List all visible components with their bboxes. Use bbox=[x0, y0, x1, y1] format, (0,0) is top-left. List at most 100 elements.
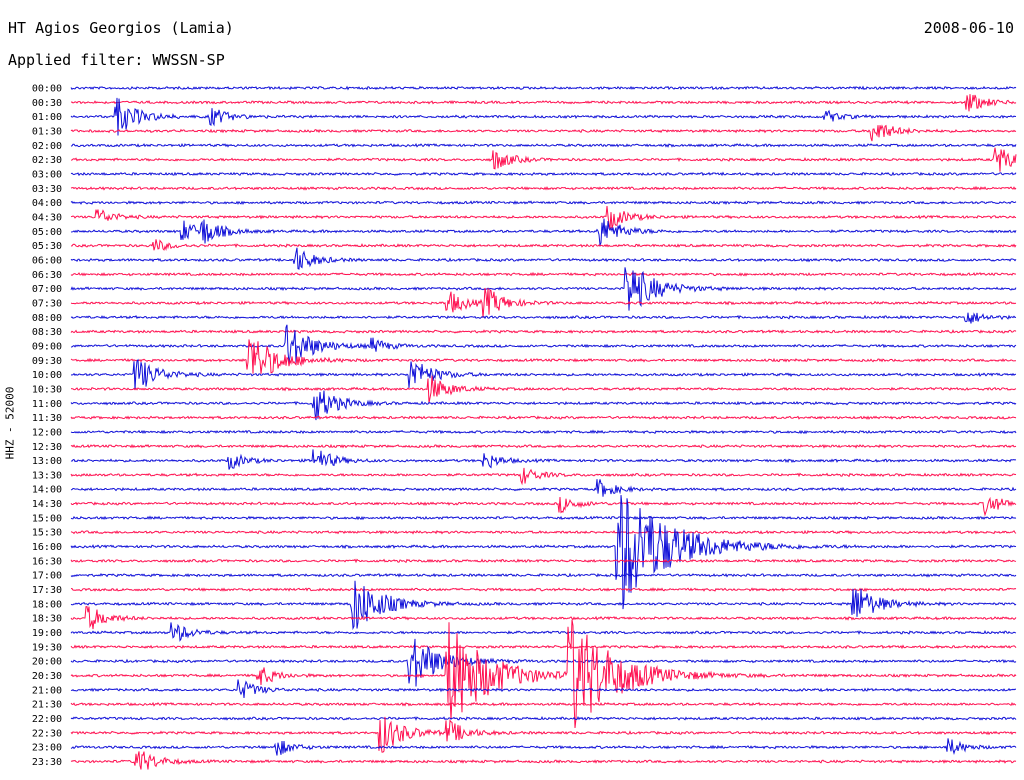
row-time-label: 08:00 bbox=[32, 313, 62, 324]
seismic-trace-2330 bbox=[70, 751, 1017, 770]
seismic-trace-0500 bbox=[70, 218, 1017, 247]
row-time-label: 17:30 bbox=[32, 585, 62, 596]
seismic-trace-1300 bbox=[70, 449, 1017, 470]
row-time-label: 10:00 bbox=[32, 370, 62, 381]
row-time-label: 20:30 bbox=[32, 671, 62, 682]
seismic-trace-1030 bbox=[70, 375, 1017, 404]
row-time-label: 10:30 bbox=[32, 384, 62, 395]
station-title: HT Agios Georgios (Lamia) bbox=[8, 19, 234, 37]
seismic-trace-2100 bbox=[70, 679, 1017, 699]
row-time-label: 18:00 bbox=[32, 599, 62, 610]
row-time-label: 00:30 bbox=[32, 98, 62, 109]
row-time-label: 18:30 bbox=[32, 614, 62, 625]
row-time-label: 09:30 bbox=[32, 356, 62, 367]
row-time-label: 02:00 bbox=[32, 141, 62, 152]
seismic-trace-1330 bbox=[70, 467, 1017, 486]
seismic-trace-0100 bbox=[70, 97, 1017, 136]
row-time-label: 15:00 bbox=[32, 513, 62, 524]
seismic-trace-1130 bbox=[70, 415, 1017, 420]
row-time-label: 05:00 bbox=[32, 227, 62, 238]
seismic-trace-0700 bbox=[70, 267, 1017, 311]
row-time-label: 05:30 bbox=[32, 241, 62, 252]
row-time-label: 17:00 bbox=[32, 571, 62, 582]
seismic-trace-1100 bbox=[70, 390, 1017, 421]
row-time-label: 09:00 bbox=[32, 341, 62, 352]
seismic-trace-1530 bbox=[70, 529, 1017, 535]
row-time-label: 15:30 bbox=[32, 528, 62, 539]
row-time-label: 21:00 bbox=[32, 685, 62, 696]
row-time-label: 11:30 bbox=[32, 413, 62, 424]
seismic-trace-0230 bbox=[70, 147, 1017, 172]
seismic-trace-0000 bbox=[70, 85, 1017, 91]
seismic-trace-0900 bbox=[70, 324, 1017, 364]
row-time-label: 06:00 bbox=[32, 255, 62, 266]
seismic-trace-0600 bbox=[70, 247, 1017, 270]
row-time-label: 21:30 bbox=[32, 700, 62, 711]
row-time-label: 22:00 bbox=[32, 714, 62, 725]
seismic-trace-0030 bbox=[70, 94, 1017, 112]
seismic-trace-0430 bbox=[70, 205, 1017, 229]
record-date: 2008-06-10 bbox=[923, 19, 1014, 37]
row-time-label: 19:00 bbox=[32, 628, 62, 639]
seismic-trace-0730 bbox=[70, 287, 1017, 318]
row-time-label: 22:30 bbox=[32, 728, 62, 739]
seismic-trace-2200 bbox=[70, 716, 1017, 721]
row-time-label: 04:00 bbox=[32, 198, 62, 209]
row-time-label: 13:30 bbox=[32, 470, 62, 481]
row-time-label: 19:30 bbox=[32, 642, 62, 653]
seismic-trace-0330 bbox=[70, 185, 1017, 191]
row-time-label: 07:30 bbox=[32, 298, 62, 309]
row-time-label: 12:30 bbox=[32, 442, 62, 453]
row-time-label: 03:30 bbox=[32, 184, 62, 195]
seismic-trace-1430 bbox=[70, 496, 1017, 517]
seismic-trace-0400 bbox=[70, 200, 1017, 206]
row-time-label: 08:30 bbox=[32, 327, 62, 338]
seismic-trace-1000 bbox=[70, 358, 1017, 391]
row-time-label: 23:30 bbox=[32, 757, 62, 768]
seismic-trace-2230 bbox=[70, 716, 1017, 753]
row-time-label: 12:00 bbox=[32, 427, 62, 438]
seismic-trace-1800 bbox=[70, 580, 1017, 631]
seismic-trace-2030 bbox=[70, 619, 1017, 729]
row-time-label: 00:00 bbox=[32, 84, 62, 95]
seismic-trace-1630 bbox=[70, 558, 1017, 564]
seismic-trace-0130 bbox=[70, 124, 1017, 142]
seismic-trace-1700 bbox=[70, 572, 1017, 578]
row-time-label: 14:00 bbox=[32, 485, 62, 496]
seismic-trace-2000 bbox=[70, 638, 1017, 687]
filter-label: Applied filter: WWSSN-SP bbox=[8, 51, 225, 69]
seismic-trace-1930 bbox=[70, 644, 1017, 650]
seismic-trace-1900 bbox=[70, 622, 1017, 642]
seismic-trace-0200 bbox=[70, 142, 1017, 148]
row-time-label: 20:00 bbox=[32, 657, 62, 668]
seismic-trace-1500 bbox=[70, 515, 1017, 521]
row-time-label: 16:00 bbox=[32, 542, 62, 553]
row-time-label: 07:00 bbox=[32, 284, 62, 295]
seismic-trace-0930 bbox=[70, 339, 1017, 374]
seismic-trace-0530 bbox=[70, 239, 1017, 252]
row-time-label: 16:30 bbox=[32, 556, 62, 567]
seismic-trace-0830 bbox=[70, 329, 1017, 335]
seismic-trace-1600 bbox=[70, 495, 1017, 610]
row-time-label: 06:30 bbox=[32, 270, 62, 281]
row-time-label: 13:00 bbox=[32, 456, 62, 467]
row-time-label: 01:30 bbox=[32, 126, 62, 137]
row-time-label: 14:30 bbox=[32, 499, 62, 510]
seismic-trace-1730 bbox=[70, 587, 1017, 592]
seismic-trace-2130 bbox=[70, 701, 1017, 707]
seismic-trace-1200 bbox=[70, 429, 1017, 435]
seismic-trace-0800 bbox=[70, 312, 1017, 324]
row-time-label: 02:30 bbox=[32, 155, 62, 166]
row-time-label: 04:30 bbox=[32, 212, 62, 223]
seismic-trace-1830 bbox=[70, 606, 1017, 630]
row-time-label: 23:00 bbox=[32, 743, 62, 754]
row-time-label: 11:00 bbox=[32, 399, 62, 410]
seismic-trace-0630 bbox=[70, 271, 1017, 277]
row-time-label: 03:00 bbox=[32, 169, 62, 180]
row-time-label: 01:00 bbox=[32, 112, 62, 123]
seismic-trace-1400 bbox=[70, 479, 1017, 497]
seismic-trace-1230 bbox=[70, 443, 1017, 449]
seismic-trace-2300 bbox=[70, 738, 1017, 756]
seismic-trace-0300 bbox=[70, 171, 1017, 177]
